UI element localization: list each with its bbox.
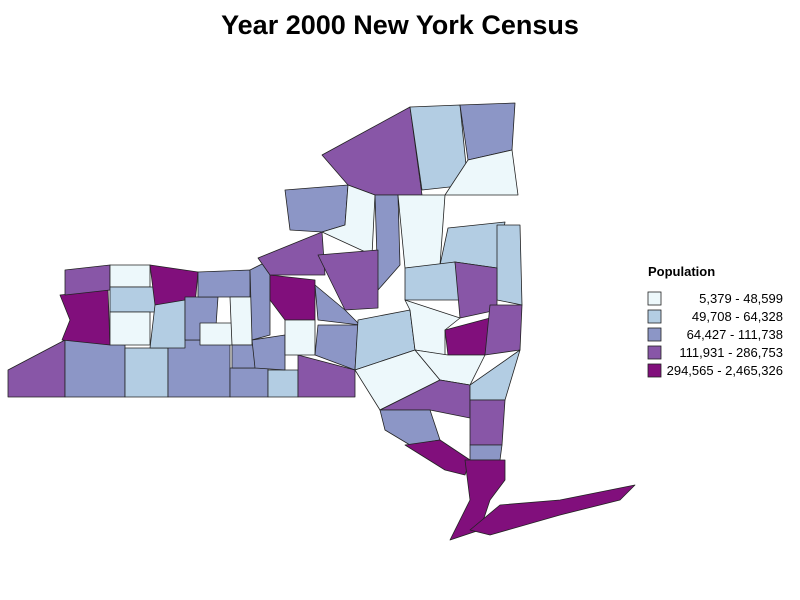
legend-label: 64,427 - 111,738	[687, 327, 783, 342]
county	[317, 249, 379, 311]
county	[404, 261, 461, 301]
county	[439, 221, 506, 269]
county	[469, 444, 503, 461]
legend-swatch	[647, 309, 662, 324]
legend-label: 294,565 - 2,465,326	[667, 363, 783, 378]
county	[149, 299, 186, 349]
county	[321, 106, 423, 196]
county	[109, 264, 151, 288]
county	[229, 367, 269, 398]
county	[267, 369, 299, 398]
county	[284, 319, 316, 356]
county	[469, 399, 506, 446]
legend-swatch	[647, 291, 662, 306]
county	[109, 311, 151, 346]
county	[167, 339, 231, 398]
county	[249, 259, 271, 341]
legend-label: 111,931 - 286,753	[679, 345, 783, 360]
legend-label: 49,708 - 64,328	[692, 309, 783, 324]
county	[231, 344, 256, 369]
county-map	[7, 102, 636, 541]
county	[64, 264, 111, 296]
legend-title: Population	[648, 264, 715, 279]
legend: 5,379 - 48,599 49,708 - 64,328 64,427 - 11…	[647, 291, 783, 378]
county	[404, 439, 471, 476]
county	[379, 409, 441, 446]
county	[397, 194, 446, 269]
county	[414, 349, 486, 386]
legend-swatch	[647, 363, 662, 378]
county	[496, 224, 523, 306]
county	[449, 459, 506, 541]
county	[64, 339, 126, 398]
county	[109, 286, 156, 313]
county	[251, 334, 286, 371]
county	[469, 484, 636, 536]
county	[7, 339, 66, 398]
county	[484, 304, 523, 356]
county	[297, 354, 356, 398]
county	[374, 194, 401, 291]
county	[269, 274, 316, 321]
legend-label: 5,379 - 48,599	[699, 291, 783, 306]
county	[229, 296, 253, 346]
legend-swatch	[647, 327, 662, 342]
county	[284, 184, 349, 233]
county	[59, 289, 111, 346]
county	[444, 149, 519, 196]
county	[321, 184, 376, 256]
county	[257, 231, 326, 276]
legend-swatch	[647, 345, 662, 360]
county	[124, 347, 169, 398]
county	[199, 322, 233, 346]
county	[197, 269, 251, 298]
map-title: Year 2000 New York Census	[221, 10, 579, 40]
